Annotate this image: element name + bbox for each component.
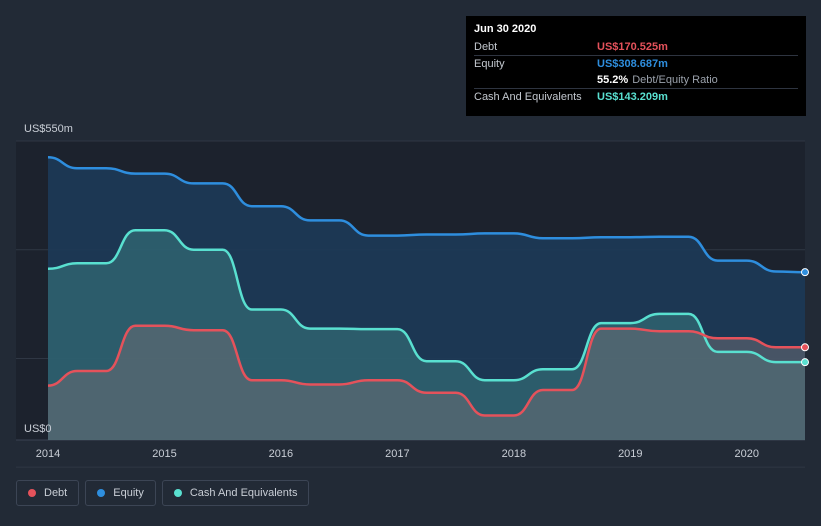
legend-label-equity: Equity [113, 487, 144, 499]
end-marker-debt [801, 343, 809, 352]
line-equity [47, 156, 806, 274]
x-tick-2017: 2017 [385, 448, 409, 460]
legend-label-debt: Debt [44, 487, 68, 499]
x-tick-2018: 2018 [502, 448, 526, 460]
tooltip-label-ratio [474, 72, 597, 88]
tooltip-value-debt: US$170.525m [597, 41, 668, 53]
y-axis-bottom-label: US$0 [24, 423, 52, 435]
line-cash-and-equivalents [47, 228, 805, 382]
end-marker-equity [801, 268, 809, 277]
area-debt [48, 325, 805, 440]
y-axis-top-label: US$550m [24, 123, 73, 135]
end-marker-cash-and-equivalents [801, 358, 809, 367]
tooltip-ratio-sublabel: Debt/Equity Ratio [632, 74, 718, 86]
chart-legend: Debt Equity Cash And Equivalents [16, 480, 310, 506]
x-tick-2020: 2020 [735, 448, 759, 460]
tooltip-row-cash: Cash And Equivalents US$143.209m [474, 88, 798, 105]
legend-dot-debt [28, 489, 36, 497]
tooltip-row-equity: Equity US$308.687m [474, 55, 798, 72]
x-tick-2019: 2019 [618, 448, 642, 460]
tooltip-label-cash: Cash And Equivalents [474, 91, 582, 103]
tooltip-label-debt: Debt [474, 41, 498, 53]
tooltip-label-equity: Equity [474, 58, 505, 70]
tooltip-date: Jun 30 2020 [474, 23, 537, 35]
legend-label-cash: Cash And Equivalents [189, 487, 298, 499]
legend-item-equity[interactable]: Equity [85, 480, 156, 506]
x-tick-2015: 2015 [152, 448, 176, 460]
legend-item-debt[interactable]: Debt [16, 480, 80, 506]
x-tick-2014: 2014 [36, 448, 60, 460]
legend-dot-cash [173, 489, 182, 497]
tooltip-value-ratio: 55.2% [597, 74, 629, 86]
tooltip-value-cash: US$143.209m [597, 91, 668, 103]
tooltip-row-ratio: 55.2% Debt/Equity Ratio [474, 72, 798, 88]
tooltip-row-debt: Debt US$170.525m [474, 39, 798, 55]
line-debt [47, 324, 805, 417]
legend-dot-equity [97, 489, 106, 497]
legend-item-cash[interactable]: Cash And Equivalents [161, 480, 310, 506]
tooltip-value-equity: US$308.687m [597, 58, 668, 70]
data-tooltip: Jun 30 2020 Debt US$170.525m Equity US$3… [466, 16, 806, 116]
x-tick-2016: 2016 [269, 448, 293, 460]
